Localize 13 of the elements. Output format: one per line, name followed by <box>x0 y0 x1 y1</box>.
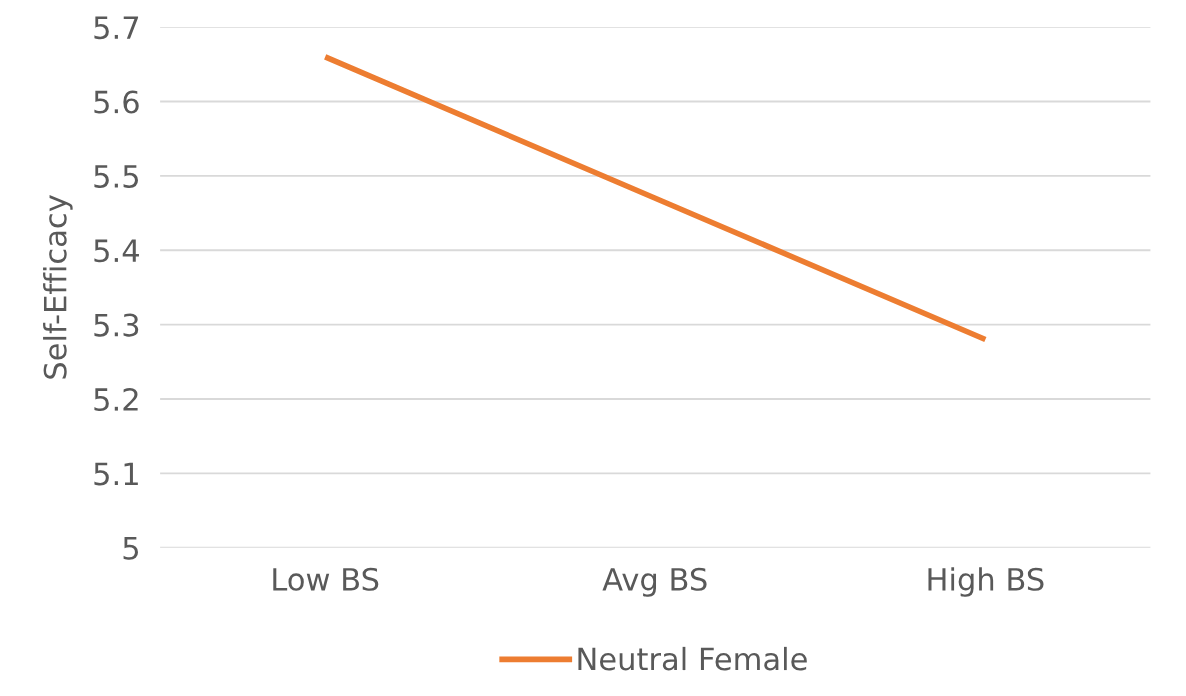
y-tick-label: 5.7 <box>94 16 139 40</box>
y-axis-title: Self-Efficacy <box>43 195 73 379</box>
y-tick-label: 5.4 <box>94 239 139 263</box>
y-tick-label: 5.5 <box>94 165 138 188</box>
x-tick-label: Low BS <box>273 567 379 591</box>
y-tick-label: 5.6 <box>94 90 139 114</box>
x-tick-label: High BS <box>928 567 1044 597</box>
y-tick-label: 5.3 <box>94 313 139 337</box>
y-tick-label: 5.2 <box>94 387 138 412</box>
y-tick-label: 5 <box>123 537 138 560</box>
y-tick-label: 5.1 <box>94 462 138 486</box>
x-tick-label: Avg BS <box>602 567 707 597</box>
legend-label: Neutral Female <box>578 646 807 671</box>
